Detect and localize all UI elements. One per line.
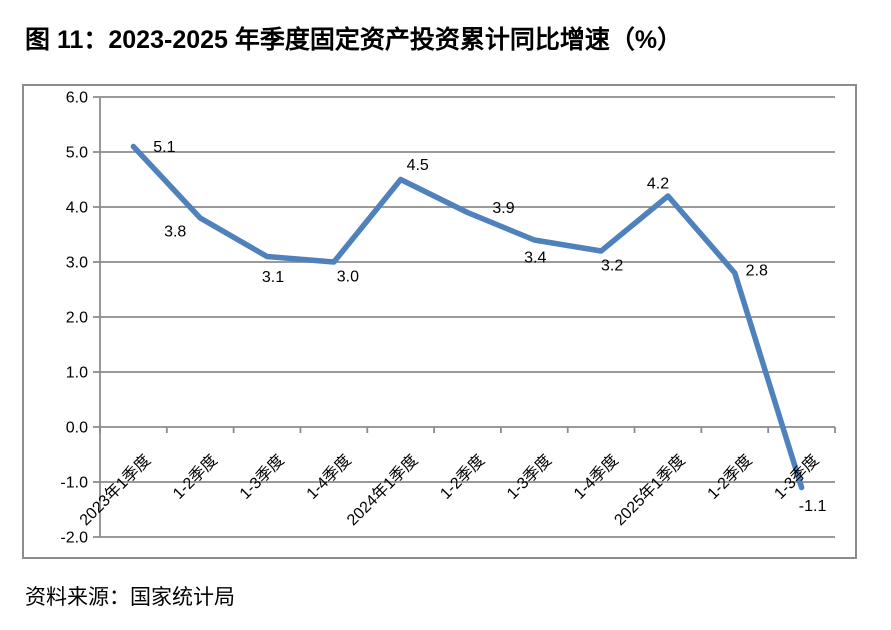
x-axis-label: 1-3季度 — [771, 451, 823, 503]
data-series-line — [130, 143, 805, 491]
data-label: 3.4 — [524, 250, 546, 267]
x-axis-label: 1-3季度 — [503, 451, 555, 503]
x-axis-label: 1-2季度 — [169, 451, 221, 503]
y-axis-tick-label: 1.0 — [66, 365, 88, 382]
data-label: 5.1 — [153, 139, 175, 156]
data-label: 3.2 — [601, 258, 623, 275]
x-axis-label: 1-4季度 — [303, 451, 355, 503]
data-label: 2.8 — [746, 263, 768, 280]
data-label: 3.8 — [164, 224, 186, 241]
line-chart: 6.0 5.0 4.0 3.0 2.0 1.0 0.0 -1.0 -2.0 5.1 3.8 3.1 3.… — [22, 84, 857, 559]
data-label: 3.9 — [492, 200, 514, 217]
data-label: 3.0 — [337, 269, 359, 286]
x-axis-label: 2025年1季度 — [611, 451, 689, 529]
y-axis-tick-label: 2.0 — [66, 310, 88, 327]
x-axis-label: 1-2季度 — [704, 451, 756, 503]
chart-frame: 6.0 5.0 4.0 3.0 2.0 1.0 0.0 -1.0 -2.0 5.1 3.8 3.1 3.… — [22, 84, 857, 559]
y-axis-tick-label: 3.0 — [66, 255, 88, 272]
chart-border — [22, 84, 857, 559]
data-label: 4.5 — [407, 157, 429, 174]
x-axis-label: 2024年1季度 — [343, 451, 421, 529]
y-axis-tick-label: 6.0 — [66, 90, 88, 107]
data-label: 4.2 — [647, 176, 669, 193]
x-axis-label: 1-4季度 — [570, 451, 622, 503]
y-axis-tick-label: 0.0 — [66, 420, 88, 437]
data-label: -1.1 — [799, 498, 827, 515]
y-axis-tick-label: 5.0 — [66, 145, 88, 162]
data-label: 3.1 — [262, 269, 284, 286]
y-axis-tick-label: -2.0 — [60, 530, 88, 547]
x-axis-label: 1-2季度 — [437, 451, 489, 503]
figure-title: 图 11：2023-2025 年季度固定资产投资累计同比增速（%） — [25, 26, 683, 54]
y-axis-tick-label: 4.0 — [66, 200, 88, 217]
source-note: 资料来源：国家统计局 — [25, 586, 235, 609]
y-axis-tick-label: -1.0 — [60, 475, 88, 492]
x-axis-label: 1-3季度 — [236, 451, 288, 503]
